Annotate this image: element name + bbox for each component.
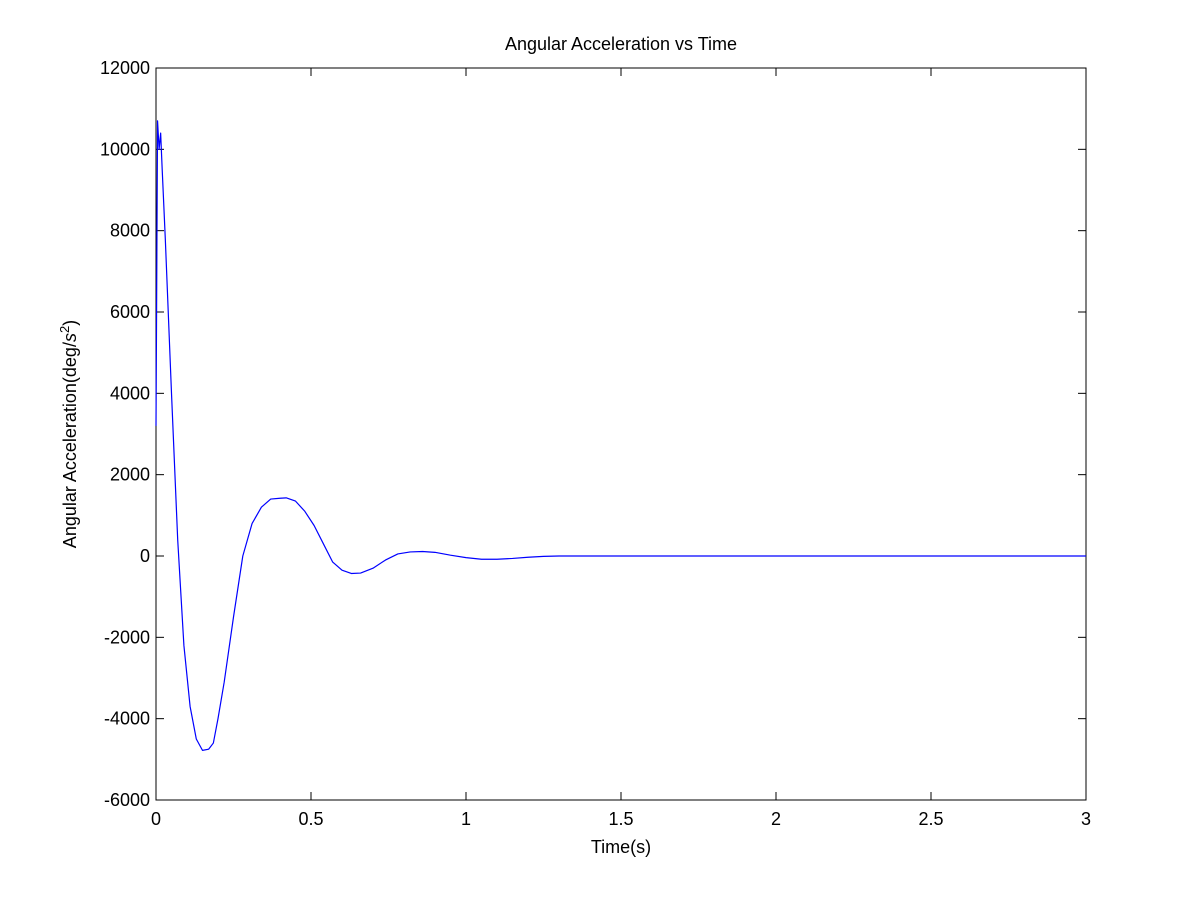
y-tick-label: 6000 — [110, 302, 150, 322]
y-tick-label: -2000 — [104, 627, 150, 647]
y-axis-label-main: Angular Acceleration(deg/ — [60, 342, 80, 548]
y-tick-label: 12000 — [100, 58, 150, 78]
x-tick-label: 0 — [151, 809, 161, 829]
y-tick-label: -4000 — [104, 709, 150, 729]
y-tick-label: 8000 — [110, 221, 150, 241]
y-tick-label: 10000 — [100, 139, 150, 159]
y-axis-label-symbol: s — [60, 333, 80, 342]
plot-area — [155, 67, 1087, 801]
x-tick-label: 1.5 — [608, 809, 633, 829]
chart-title: Angular Acceleration vs Time — [505, 34, 737, 54]
x-tick-label: 3 — [1081, 809, 1091, 829]
x-axis-label: Time(s) — [591, 837, 651, 857]
x-tick-label: 0.5 — [298, 809, 323, 829]
y-axis-label-exponent: 2 — [57, 326, 72, 333]
y-tick-label: -6000 — [104, 790, 150, 810]
y-axis-label: Angular Acceleration(deg/s2) — [57, 320, 80, 548]
series-line — [155, 120, 1086, 751]
axis-tick-labels: 0 0.5 1 1.5 2 2.5 3 -6000 -4000 -2000 0 2000 4000 600… — [100, 58, 1091, 829]
y-tick-label: 2000 — [110, 465, 150, 485]
x-tick-label: 1 — [461, 809, 471, 829]
x-tick-label: 2 — [771, 809, 781, 829]
y-tick-label: 4000 — [110, 383, 150, 403]
x-tick-label: 2.5 — [918, 809, 943, 829]
y-tick-label: 0 — [140, 546, 150, 566]
y-axis-label-close: ) — [60, 320, 80, 326]
